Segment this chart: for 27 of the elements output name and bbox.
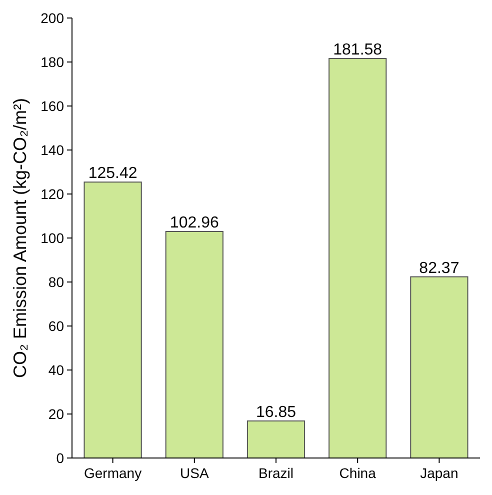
y-tick-label: 60 <box>48 318 64 334</box>
x-tick-label: Japan <box>420 465 458 481</box>
bar <box>328 58 387 458</box>
x-tick-label: Germany <box>84 465 142 481</box>
data-label: 82.37 <box>419 260 460 277</box>
bar <box>410 276 468 458</box>
x-tick-label: Brazil <box>258 465 294 481</box>
y-tick-label: 120 <box>40 186 64 202</box>
y-tick-label: 20 <box>48 406 64 422</box>
data-label: 181.58 <box>333 42 382 59</box>
bar <box>165 230 224 458</box>
x-tick-label: USA <box>180 465 210 481</box>
y-tick-label: 0 <box>56 450 64 466</box>
data-label: 102.96 <box>170 214 219 232</box>
y-tick-label: 200 <box>40 10 64 26</box>
y-tick-label: 160 <box>40 98 64 114</box>
y-axis-title: CO₂ Emission Amount (kg-CO₂/m²) <box>10 98 30 378</box>
x-tick-label: China <box>339 465 376 481</box>
y-tick-label: 80 <box>48 274 64 290</box>
data-label: 16.85 <box>256 404 296 421</box>
y-tick-label: 140 <box>40 142 64 158</box>
y-tick-label: 40 <box>48 362 64 378</box>
data-label: 125.42 <box>88 165 138 182</box>
y-tick-label: 180 <box>40 54 64 70</box>
bar <box>84 182 142 458</box>
bar <box>246 420 306 458</box>
y-tick-label: 100 <box>40 230 64 246</box>
